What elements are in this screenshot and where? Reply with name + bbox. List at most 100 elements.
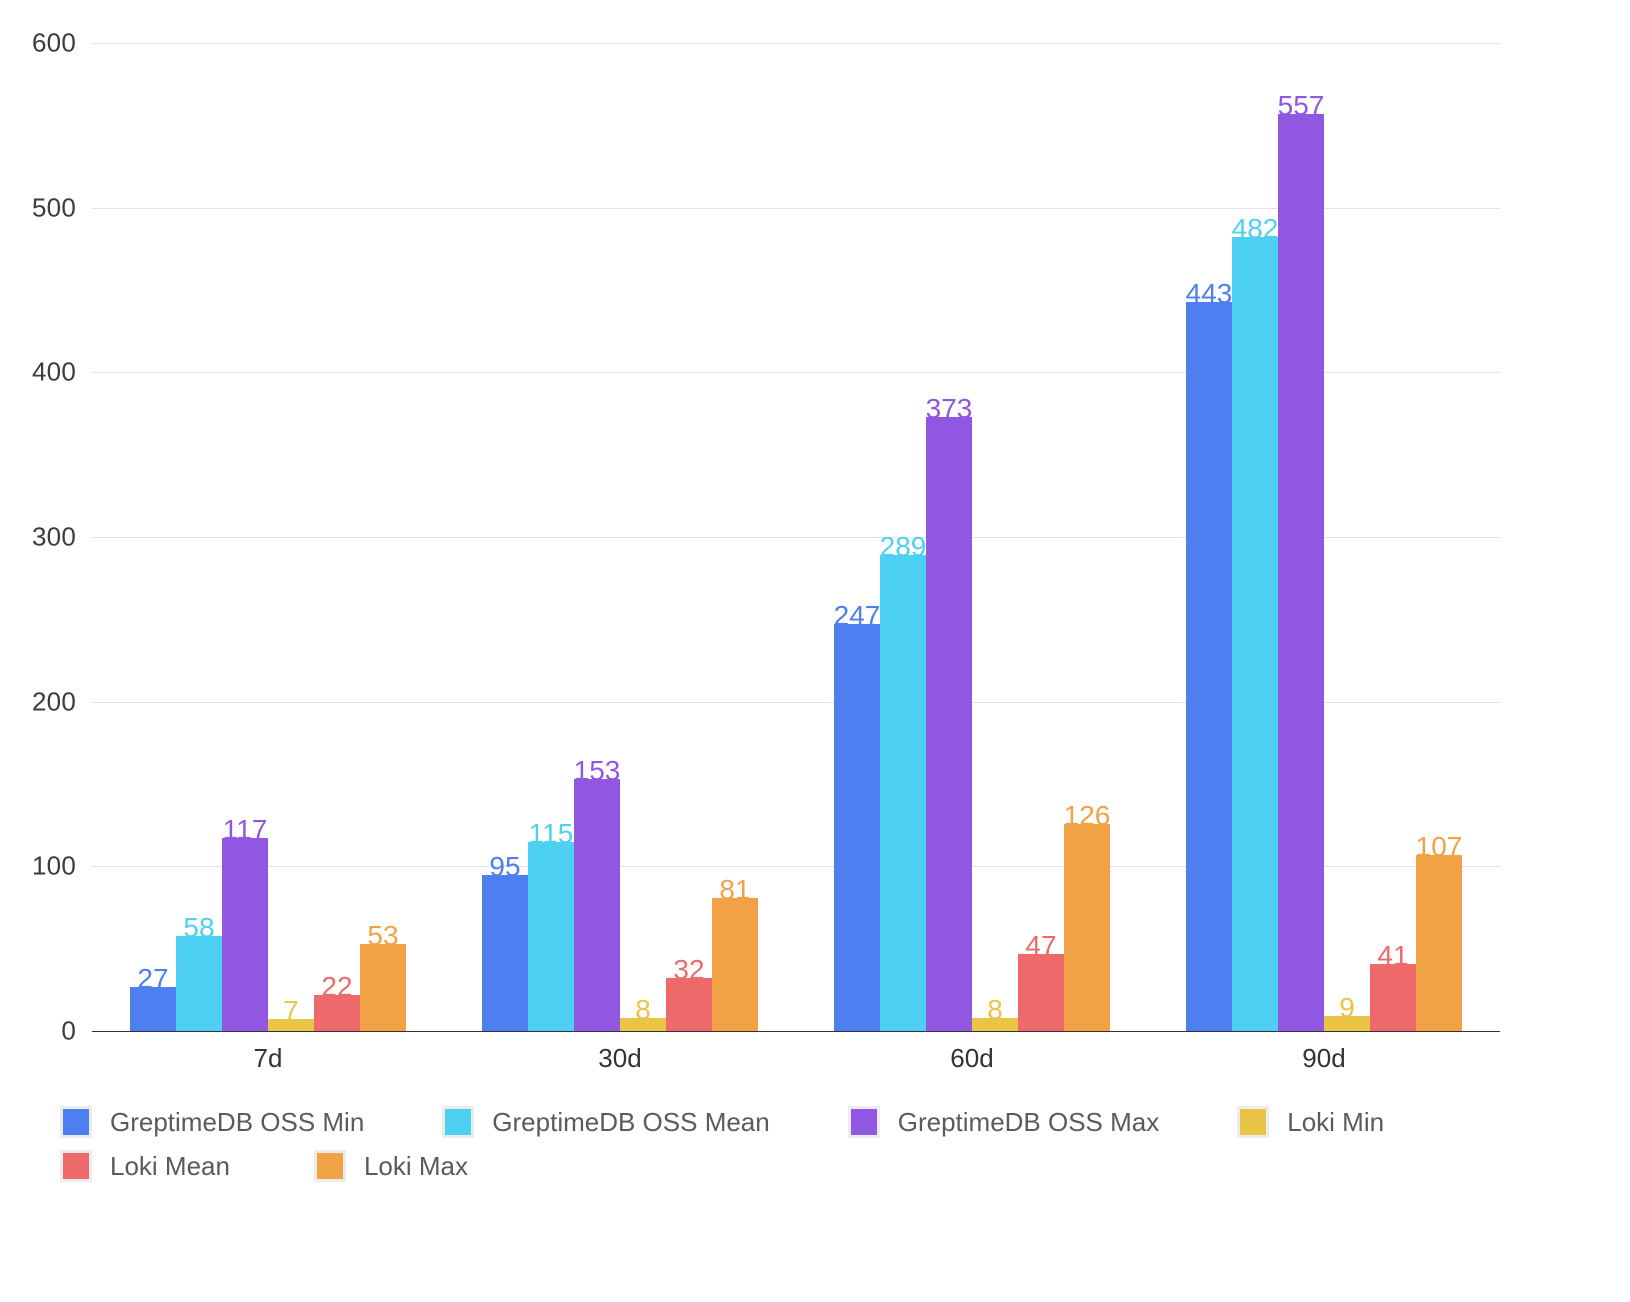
x-tick-label-30d: 30d [598, 1043, 642, 1073]
bar-value-label: 47 [1025, 929, 1057, 961]
bar-greptimedb-oss-min-60d[interactable] [834, 624, 880, 1031]
bar-value-label: 126 [1063, 799, 1111, 831]
bar-slot: 443 [1186, 43, 1232, 1031]
bar-value-label: 443 [1185, 277, 1233, 309]
bar-loki-mean-60d[interactable] [1018, 953, 1064, 1031]
gridline-0 [92, 1031, 1500, 1032]
bar-value-label: 557 [1277, 89, 1325, 121]
bar-group-60d: 247 289 373 8 47 126 [834, 43, 1110, 1031]
bar-slot: 482 [1232, 43, 1278, 1031]
bar-slot: 53 [360, 43, 406, 1031]
bar-greptimedb-oss-mean-30d[interactable] [528, 841, 574, 1031]
bar-slot: 81 [712, 43, 758, 1031]
y-tick-label-400: 400 [32, 356, 76, 387]
x-tick-label-7d: 7d [253, 1043, 283, 1073]
legend-swatch-icon [60, 1106, 92, 1138]
bar-greptimedb-oss-mean-7d[interactable] [176, 935, 222, 1031]
bar-greptimedb-oss-min-7d[interactable] [130, 986, 176, 1031]
bar-slot: 289 [880, 43, 926, 1031]
bar-slot: 9 [1324, 43, 1370, 1031]
legend-label: Loki Mean [110, 1150, 230, 1181]
legend-swatch-icon [60, 1150, 92, 1182]
bar-slot: 126 [1064, 43, 1110, 1031]
bar-group-7d: 27 58 117 7 22 53 [130, 43, 406, 1031]
legend-swatch-icon [313, 1150, 346, 1182]
legend-label: GreptimeDB OSS Mean [492, 1106, 770, 1137]
y-tick-label-300: 300 [32, 521, 76, 552]
bar-slot: 22 [314, 43, 360, 1031]
bar-slot: 27 [130, 43, 176, 1031]
bar-greptimedb-oss-mean-60d[interactable] [880, 555, 926, 1031]
y-tick-label-600: 600 [32, 27, 76, 58]
bar-loki-min-7d[interactable] [268, 1019, 314, 1031]
bar-loki-min-90d[interactable] [1324, 1016, 1370, 1031]
bar-value-label: 115 [528, 817, 574, 849]
bar-loki-min-60d[interactable] [972, 1017, 1018, 1031]
legend-label: Loki Min [1287, 1106, 1385, 1137]
bar-greptimedb-oss-max-90d[interactable] [1278, 113, 1324, 1031]
bar-loki-mean-30d[interactable] [666, 978, 712, 1031]
legend-item-loki-max[interactable]: Loki Max [313, 1144, 469, 1188]
bar-loki-max-30d[interactable] [712, 897, 758, 1031]
y-tick-label-100: 100 [32, 850, 76, 881]
bar-value-label: 32 [673, 954, 705, 986]
bar-slot: 115 [528, 43, 574, 1031]
bar-slot: 557 [1278, 43, 1324, 1031]
gridline-500 [92, 207, 1500, 209]
legend-swatch-icon [442, 1106, 475, 1138]
bar-value-label: 8 [635, 993, 651, 1025]
bar-greptimedb-oss-max-7d[interactable] [222, 838, 268, 1031]
legend-swatch-icon [847, 1106, 880, 1138]
legend-item-greptimedb-oss-max[interactable]: GreptimeDB OSS Max [847, 1100, 1159, 1144]
gridline-400 [92, 372, 1500, 374]
legend-label: GreptimeDB OSS Min [110, 1106, 365, 1137]
bar-greptimedb-oss-max-60d[interactable] [926, 416, 972, 1031]
bar-value-label: 8 [987, 993, 1003, 1025]
bar-slot: 247 [834, 43, 880, 1031]
x-tick-label-90d: 90d [1302, 1043, 1346, 1073]
bar-value-label: 289 [879, 531, 927, 563]
bar-slot: 8 [972, 43, 1018, 1031]
bar-value-label: 153 [573, 755, 621, 787]
legend-item-greptimedb-oss-mean[interactable]: GreptimeDB OSS Mean [442, 1100, 770, 1144]
gridline-600 [92, 43, 1500, 44]
bar-value-label: 9 [1339, 992, 1355, 1024]
bar-value-label: 95 [489, 850, 521, 882]
y-tick-label-500: 500 [32, 192, 76, 223]
bar-loki-max-7d[interactable] [360, 943, 406, 1031]
legend-swatch-icon [1237, 1106, 1270, 1138]
bar-greptimedb-oss-min-30d[interactable] [482, 874, 528, 1031]
bar-slot: 32 [666, 43, 712, 1031]
legend-item-greptimedb-oss-min[interactable]: GreptimeDB OSS Min [60, 1100, 364, 1144]
bar-slot: 7 [268, 43, 314, 1031]
bar-slot: 41 [1370, 43, 1416, 1031]
bar-value-label: 7 [283, 995, 299, 1027]
bar-value-label: 22 [321, 970, 353, 1002]
bar-slot: 373 [926, 43, 972, 1031]
bar-loki-min-30d[interactable] [620, 1017, 666, 1031]
bar-slot: 153 [574, 43, 620, 1031]
legend-item-loki-mean[interactable]: Loki Mean [60, 1144, 230, 1188]
bar-slot: 107 [1416, 43, 1462, 1031]
bar-loki-mean-7d[interactable] [314, 994, 360, 1031]
bar-loki-max-60d[interactable] [1064, 823, 1110, 1031]
gridline-300 [92, 537, 1500, 538]
bar-greptimedb-oss-max-30d[interactable] [574, 779, 620, 1031]
bar-slot: 47 [1018, 43, 1064, 1031]
legend-label: Loki Max [363, 1150, 469, 1181]
bar-slot: 95 [482, 43, 528, 1031]
bar-loki-mean-90d[interactable] [1370, 963, 1416, 1031]
bar-greptimedb-oss-mean-90d[interactable] [1232, 237, 1278, 1031]
bar-value-label: 107 [1415, 830, 1463, 862]
bar-greptimedb-oss-min-90d[interactable] [1186, 301, 1232, 1031]
bar-group-30d: 95 115 153 8 32 81 [482, 43, 758, 1031]
bar-loki-max-90d[interactable] [1416, 854, 1462, 1031]
bar-value-label: 41 [1377, 939, 1409, 971]
legend-item-loki-min[interactable]: Loki Min [1237, 1100, 1384, 1144]
bar-value-label: 482 [1231, 213, 1279, 245]
x-tick-label-60d: 60d [950, 1043, 994, 1073]
bar-slot: 58 [176, 43, 222, 1031]
bar-group-90d: 443 482 557 9 41 107 [1186, 43, 1462, 1031]
bar-slot: 117 [222, 43, 268, 1031]
